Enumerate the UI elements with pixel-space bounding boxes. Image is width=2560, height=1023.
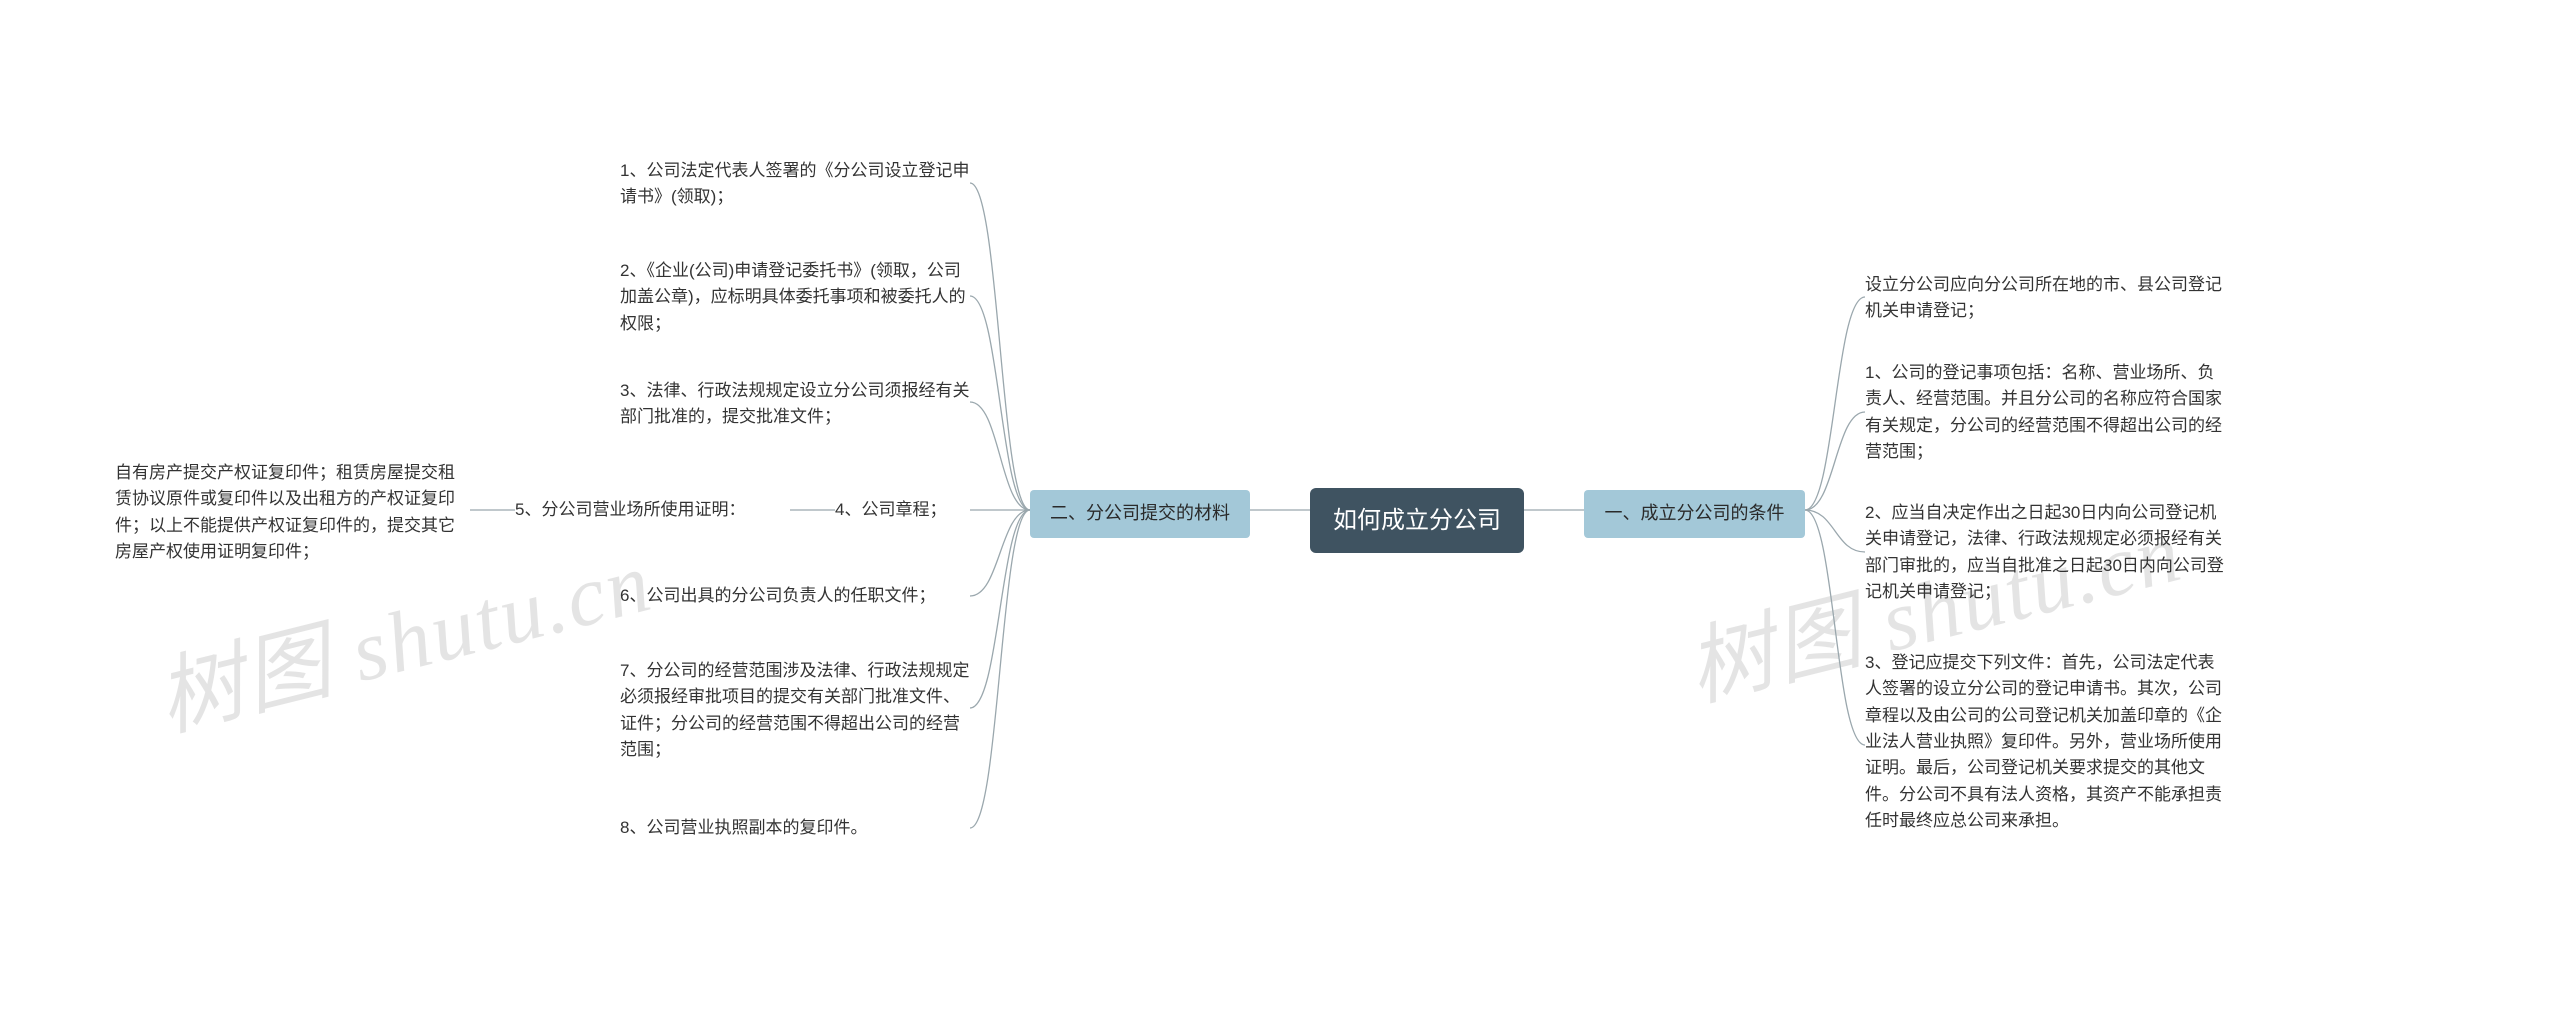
branch-right: 一、成立分公司的条件 bbox=[1584, 490, 1805, 538]
left-leaf-1: 2、《企业(公司)申请登记委托书》(领取，公司加盖公章)，应标明具体委托事项和被… bbox=[620, 258, 970, 337]
left-leaf-0: 1、公司法定代表人签署的《分公司设立登记申请书》(领取)； bbox=[620, 158, 970, 211]
right-leaf-3: 3、登记应提交下列文件：首先，公司法定代表人签署的设立分公司的登记申请书。其次，… bbox=[1865, 650, 2225, 834]
left-leaf-3: 4、公司章程； bbox=[835, 497, 970, 523]
left-leaf-4: 6、公司出具的分公司负责人的任职文件； bbox=[620, 583, 970, 609]
left-leaf-5: 7、分公司的经营范围涉及法律、行政法规规定必须报经审批项目的提交有关部门批准文件… bbox=[620, 658, 970, 763]
left-leaf-2: 3、法律、行政法规规定设立分公司须报经有关部门批准的，提交批准文件； bbox=[620, 378, 970, 431]
right-leaf-2: 2、应当自决定作出之日起30日内向公司登记机关申请登记，法律、行政法规规定必须报… bbox=[1865, 500, 2225, 605]
root-node: 如何成立分公司 bbox=[1310, 488, 1524, 553]
right-leaf-0: 设立分公司应向分公司所在地的市、县公司登记机关申请登记； bbox=[1865, 272, 2225, 325]
left-sub5-child: 自有房产提交产权证复印件；租赁房屋提交租赁协议原件或复印件以及出租方的产权证复印… bbox=[115, 460, 470, 565]
left-leaf-6: 8、公司营业执照副本的复印件。 bbox=[620, 815, 970, 841]
mindmap-canvas: 树图 shutu.cn 树图 shutu.cn 如何成立分公司 一、成立分公司的… bbox=[0, 0, 2560, 1023]
branch-left: 二、分公司提交的材料 bbox=[1030, 490, 1250, 538]
right-leaf-1: 1、公司的登记事项包括：名称、营业场所、负责人、经营范围。并且分公司的名称应符合… bbox=[1865, 360, 2225, 465]
left-sub5: 5、分公司营业场所使用证明： bbox=[515, 497, 790, 523]
